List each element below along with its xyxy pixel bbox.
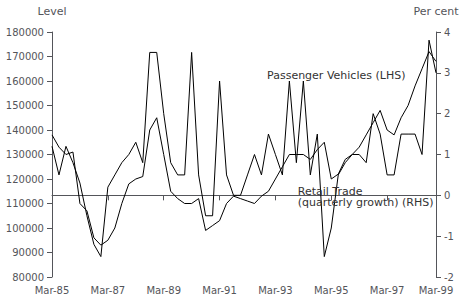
svg-text:120000: 120000 xyxy=(6,174,44,185)
svg-text:3: 3 xyxy=(444,67,450,78)
svg-text:150000: 150000 xyxy=(6,100,44,111)
svg-text:130000: 130000 xyxy=(6,149,44,160)
svg-text:Level: Level xyxy=(37,5,66,18)
svg-text:180000: 180000 xyxy=(6,27,44,38)
svg-text:1: 1 xyxy=(444,149,450,160)
svg-text:Passenger Vehicles (LHS): Passenger Vehicles (LHS) xyxy=(267,69,405,82)
svg-text:4: 4 xyxy=(444,27,450,38)
svg-text:170000: 170000 xyxy=(6,51,44,62)
svg-text:Retail Trade: Retail Trade xyxy=(297,185,363,199)
svg-text:Mar-89: Mar-89 xyxy=(146,285,181,296)
svg-text:Mar-91: Mar-91 xyxy=(202,285,237,296)
svg-text:110000: 110000 xyxy=(6,198,44,209)
svg-text:2: 2 xyxy=(444,108,450,119)
svg-text:90000: 90000 xyxy=(12,247,44,258)
svg-text:Mar-95: Mar-95 xyxy=(314,285,349,296)
svg-text:Mar-87: Mar-87 xyxy=(91,285,126,296)
svg-text:Mar-93: Mar-93 xyxy=(258,285,293,296)
svg-text:100000: 100000 xyxy=(6,223,44,234)
svg-text:-1: -1 xyxy=(444,231,454,242)
svg-text:(quarterly growth) (RHS): (quarterly growth) (RHS) xyxy=(298,196,434,209)
svg-text:0: 0 xyxy=(444,190,450,201)
svg-text:Mar-85: Mar-85 xyxy=(35,285,70,296)
svg-text:-2: -2 xyxy=(444,272,454,283)
svg-text:Mar-99: Mar-99 xyxy=(419,285,454,296)
svg-text:Per cent: Per cent xyxy=(413,5,459,18)
svg-text:Mar-97: Mar-97 xyxy=(370,285,405,296)
svg-text:160000: 160000 xyxy=(6,76,44,87)
svg-text:140000: 140000 xyxy=(6,125,44,136)
svg-text:80000: 80000 xyxy=(12,272,44,283)
